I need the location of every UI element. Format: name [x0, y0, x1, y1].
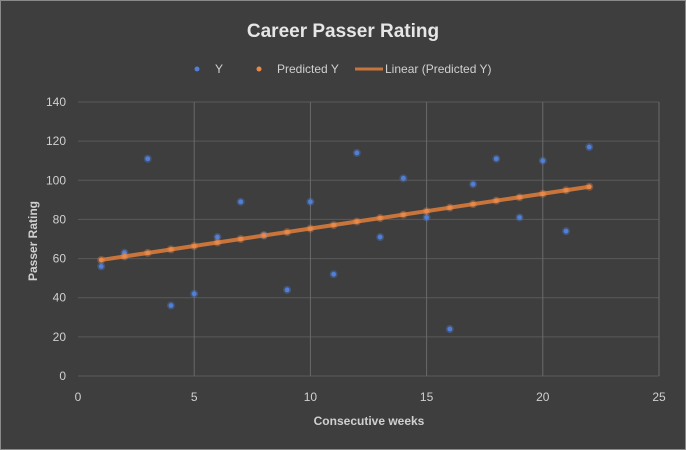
legend-marker-predicted-y	[256, 66, 262, 72]
legend-label-predicted-y: Predicted Y	[277, 62, 339, 76]
point-y	[354, 150, 360, 156]
x-tick-label: 5	[191, 390, 198, 404]
point-y	[145, 156, 151, 162]
y-tick-label: 80	[53, 212, 67, 226]
point-y	[586, 144, 592, 150]
point-predicted-y	[400, 212, 406, 218]
point-predicted-y	[354, 219, 360, 224]
point-y	[493, 156, 499, 162]
x-tick-label: 10	[304, 390, 318, 404]
point-y	[284, 287, 290, 293]
point-predicted-y	[284, 229, 290, 235]
point-y	[377, 234, 383, 240]
point-predicted-y	[493, 198, 499, 204]
legend: Y Predicted Y Linear (Predicted Y)	[194, 62, 492, 76]
x-tick-label: 20	[536, 390, 550, 404]
point-predicted-y	[424, 208, 429, 214]
legend-label-y: Y	[215, 62, 223, 76]
point-y	[517, 215, 522, 220]
point-y	[308, 199, 313, 205]
point-y	[98, 264, 104, 269]
point-y	[424, 215, 429, 220]
point-predicted-y	[238, 236, 244, 242]
point-predicted-y	[215, 240, 220, 245]
point-predicted-y	[98, 257, 104, 263]
y-tick-label: 40	[53, 291, 67, 305]
point-y	[563, 228, 569, 234]
trendline-linear-predicted-y	[99, 184, 592, 262]
point-predicted-y	[377, 215, 383, 221]
point-predicted-y	[191, 243, 197, 249]
x-tick-label: 15	[420, 390, 434, 404]
point-y	[122, 250, 127, 256]
gridlines	[78, 101, 660, 377]
y-axis-label: Passer Rating	[26, 201, 40, 281]
y-tick-label: 140	[46, 95, 66, 109]
point-predicted-y	[563, 187, 569, 193]
y-tick-label: 60	[53, 252, 67, 266]
y-tick-label: 0	[59, 369, 66, 383]
trendline-layer	[99, 184, 592, 262]
points-layer	[97, 143, 594, 334]
point-y	[470, 181, 476, 187]
point-predicted-y	[331, 222, 337, 228]
point-y	[215, 234, 220, 240]
point-y	[238, 199, 244, 205]
x-axis-label: Consecutive weeks	[314, 414, 425, 428]
y-tick-label: 100	[46, 173, 66, 187]
y-tick-label: 20	[53, 330, 67, 344]
point-predicted-y	[168, 246, 174, 252]
point-predicted-y	[470, 201, 476, 207]
point-y	[400, 175, 406, 181]
x-tick-label: 0	[75, 390, 82, 404]
legend-marker-y	[194, 66, 200, 72]
tick-labels: 0 20 40 60 80 100 120 140 0 5 10 15 20 25	[46, 95, 666, 404]
chart-title: Career Passer Rating	[247, 21, 439, 42]
point-y	[191, 291, 197, 297]
point-predicted-y	[540, 191, 546, 197]
point-predicted-y	[261, 233, 267, 238]
point-predicted-y	[447, 205, 453, 211]
point-predicted-y	[122, 254, 127, 259]
point-y	[447, 326, 453, 332]
x-tick-label: 25	[652, 390, 666, 404]
y-tick-label: 120	[46, 134, 66, 148]
point-y	[168, 303, 174, 308]
point-predicted-y	[145, 250, 151, 256]
legend-label-linear: Linear (Predicted Y)	[385, 62, 492, 76]
point-predicted-y	[586, 184, 592, 190]
point-y	[331, 271, 337, 277]
point-predicted-y	[308, 226, 313, 232]
point-y	[540, 158, 546, 164]
point-predicted-y	[517, 194, 522, 200]
